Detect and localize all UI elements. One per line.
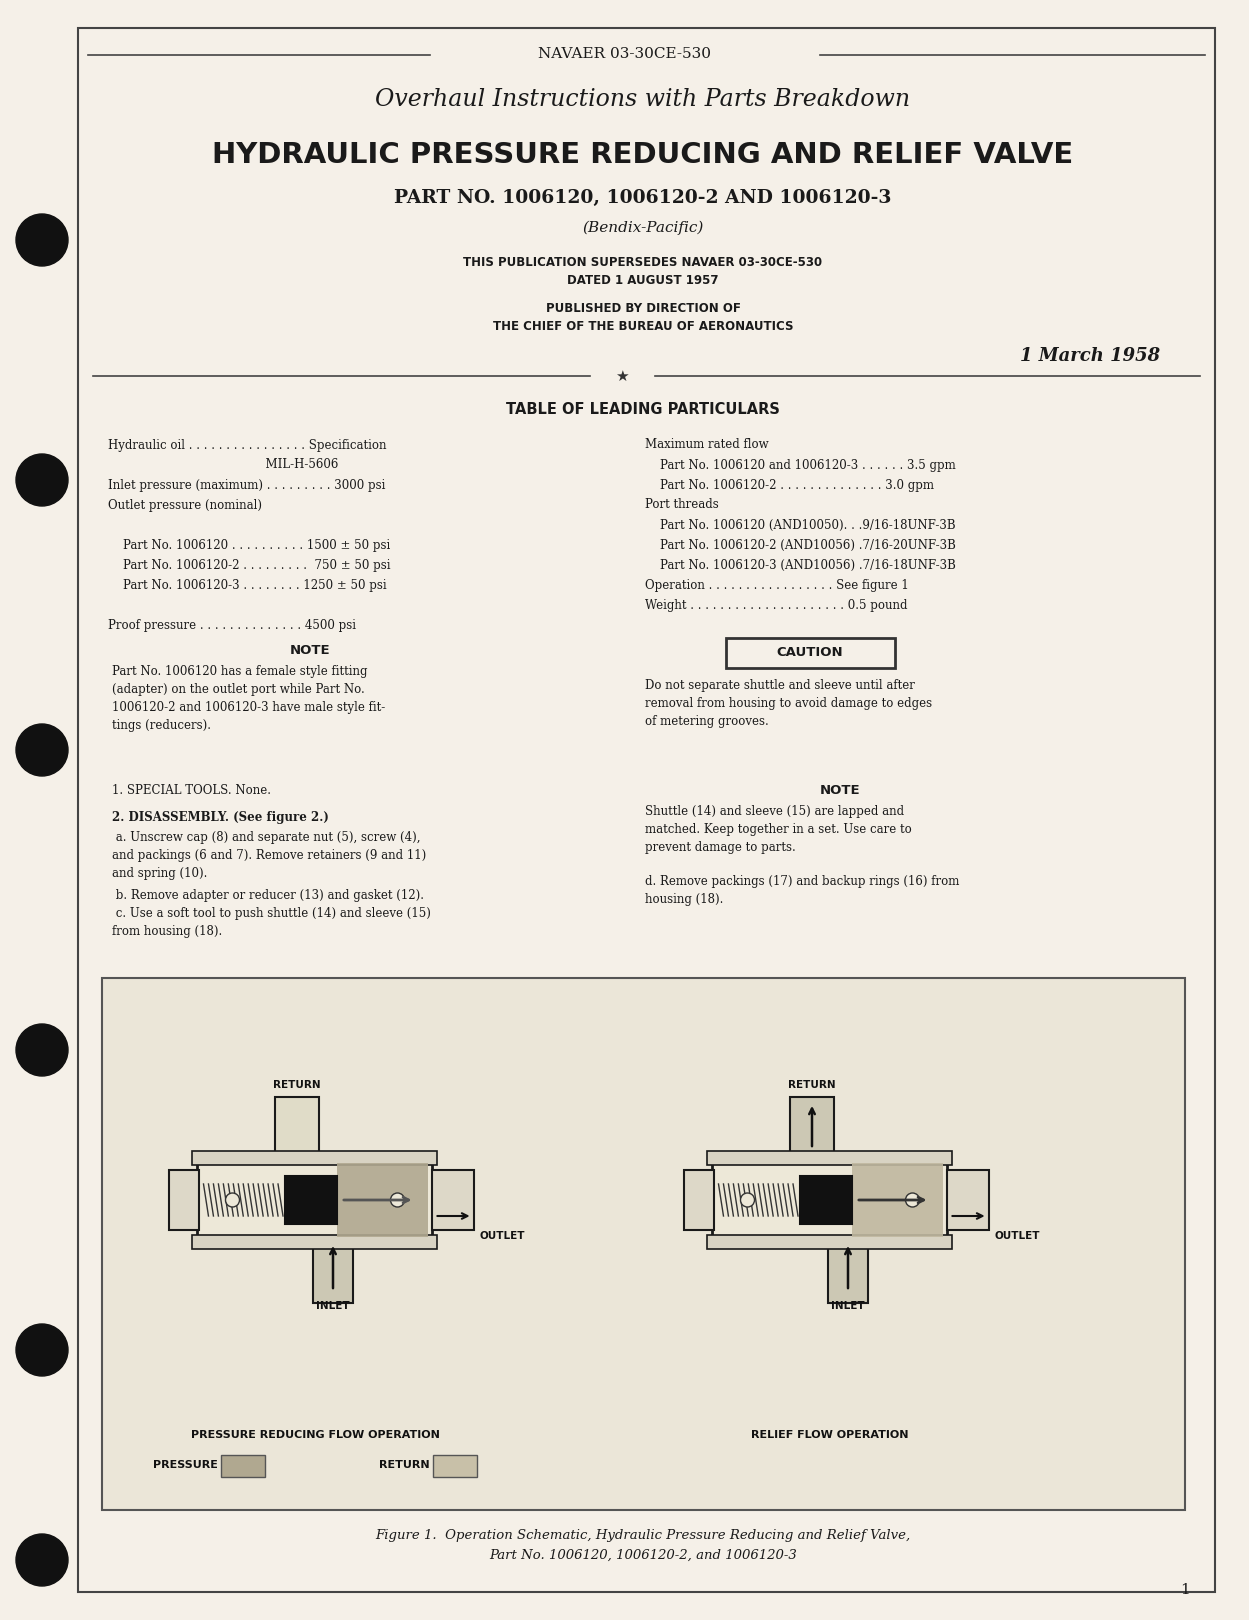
Text: Part No. 1006120 has a female style fitting: Part No. 1006120 has a female style fitt… (112, 666, 367, 679)
Text: TABLE OF LEADING PARTICULARS: TABLE OF LEADING PARTICULARS (506, 402, 779, 418)
FancyBboxPatch shape (102, 978, 1185, 1510)
Text: RETURN: RETURN (380, 1460, 430, 1469)
Text: Weight . . . . . . . . . . . . . . . . . . . . . 0.5 pound: Weight . . . . . . . . . . . . . . . . .… (644, 598, 908, 611)
Text: NOTE: NOTE (290, 643, 330, 656)
Circle shape (16, 724, 67, 776)
Circle shape (16, 214, 67, 266)
Text: Part No. 1006120 and 1006120-3 . . . . . . 3.5 gpm: Part No. 1006120 and 1006120-3 . . . . .… (644, 458, 955, 471)
Circle shape (16, 1534, 67, 1586)
Text: THE CHIEF OF THE BUREAU OF AERONAUTICS: THE CHIEF OF THE BUREAU OF AERONAUTICS (493, 319, 793, 332)
Text: 1006120-2 and 1006120-3 have male style fit-: 1006120-2 and 1006120-3 have male style … (112, 701, 385, 714)
Text: (Bendix-Pacific): (Bendix-Pacific) (582, 220, 703, 235)
Text: housing (18).: housing (18). (644, 894, 723, 907)
Text: HYDRAULIC PRESSURE REDUCING AND RELIEF VALVE: HYDRAULIC PRESSURE REDUCING AND RELIEF V… (212, 141, 1074, 168)
Text: RELIEF FLOW OPERATION: RELIEF FLOW OPERATION (751, 1430, 909, 1440)
FancyBboxPatch shape (337, 1163, 428, 1238)
Text: Part No. 1006120-2 . . . . . . . . .  750 ± 50 psi: Part No. 1006120-2 . . . . . . . . . 750… (107, 559, 391, 572)
FancyBboxPatch shape (828, 1238, 868, 1302)
Text: Outlet pressure (nominal): Outlet pressure (nominal) (107, 499, 262, 512)
Text: from housing (18).: from housing (18). (112, 925, 222, 938)
Text: Proof pressure . . . . . . . . . . . . . . 4500 psi: Proof pressure . . . . . . . . . . . . .… (107, 619, 356, 632)
Text: Part No. 1006120-3 (AND10056) .7/16-18UNF-3B: Part No. 1006120-3 (AND10056) .7/16-18UN… (644, 559, 955, 572)
Text: matched. Keep together in a set. Use care to: matched. Keep together in a set. Use car… (644, 823, 912, 836)
Circle shape (16, 454, 67, 505)
Text: PRESSURE REDUCING FLOW OPERATION: PRESSURE REDUCING FLOW OPERATION (191, 1430, 440, 1440)
FancyBboxPatch shape (170, 1170, 200, 1230)
Text: NAVAER 03-30CE-530: NAVAER 03-30CE-530 (538, 47, 712, 62)
Text: Part No. 1006120-2 . . . . . . . . . . . . . . 3.0 gpm: Part No. 1006120-2 . . . . . . . . . . .… (644, 478, 934, 491)
Text: a. Unscrew cap (8) and separate nut (5), screw (4),: a. Unscrew cap (8) and separate nut (5),… (112, 831, 421, 844)
FancyBboxPatch shape (801, 1176, 852, 1225)
Text: Part No. 1006120-2 (AND10056) .7/16-20UNF-3B: Part No. 1006120-2 (AND10056) .7/16-20UN… (644, 538, 955, 551)
Text: PART NO. 1006120, 1006120-2 AND 1006120-3: PART NO. 1006120, 1006120-2 AND 1006120-… (395, 190, 892, 207)
Text: Shuttle (14) and sleeve (15) are lapped and: Shuttle (14) and sleeve (15) are lapped … (644, 805, 904, 818)
Text: Do not separate shuttle and sleeve until after: Do not separate shuttle and sleeve until… (644, 679, 914, 692)
FancyBboxPatch shape (791, 1097, 834, 1158)
Text: RETURN: RETURN (788, 1081, 836, 1090)
Text: Hydraulic oil . . . . . . . . . . . . . . . . Specification: Hydraulic oil . . . . . . . . . . . . . … (107, 439, 386, 452)
FancyBboxPatch shape (948, 1170, 989, 1230)
FancyBboxPatch shape (707, 1150, 953, 1165)
FancyBboxPatch shape (192, 1234, 437, 1249)
Text: Overhaul Instructions with Parts Breakdown: Overhaul Instructions with Parts Breakdo… (376, 89, 911, 112)
FancyBboxPatch shape (852, 1163, 943, 1238)
Circle shape (226, 1192, 240, 1207)
FancyBboxPatch shape (433, 1455, 477, 1477)
Text: 2. DISASSEMBLY. (See figure 2.): 2. DISASSEMBLY. (See figure 2.) (112, 812, 328, 825)
Text: NOTE: NOTE (819, 784, 861, 797)
Text: 1: 1 (1180, 1583, 1190, 1597)
Circle shape (16, 1324, 67, 1375)
Text: PUBLISHED BY DIRECTION OF: PUBLISHED BY DIRECTION OF (546, 301, 741, 314)
Text: and packings (6 and 7). Remove retainers (9 and 11): and packings (6 and 7). Remove retainers… (112, 849, 426, 862)
Text: INLET: INLET (316, 1301, 350, 1311)
Text: INLET: INLET (831, 1301, 864, 1311)
Text: Part No. 1006120, 1006120-2, and 1006120-3: Part No. 1006120, 1006120-2, and 1006120… (490, 1549, 797, 1562)
Text: c. Use a soft tool to push shuttle (14) and sleeve (15): c. Use a soft tool to push shuttle (14) … (112, 907, 431, 920)
FancyBboxPatch shape (313, 1238, 353, 1302)
FancyBboxPatch shape (221, 1455, 265, 1477)
Text: Maximum rated flow: Maximum rated flow (644, 439, 768, 452)
Text: OUTLET: OUTLET (480, 1231, 525, 1241)
Text: prevent damage to parts.: prevent damage to parts. (644, 841, 796, 854)
Circle shape (741, 1192, 754, 1207)
Text: tings (reducers).: tings (reducers). (112, 719, 211, 732)
Circle shape (906, 1192, 919, 1207)
Text: removal from housing to avoid damage to edges: removal from housing to avoid damage to … (644, 698, 932, 711)
Text: RETURN: RETURN (274, 1081, 321, 1090)
Text: (adapter) on the outlet port while Part No.: (adapter) on the outlet port while Part … (112, 684, 365, 697)
Text: PRESSURE: PRESSURE (154, 1460, 219, 1469)
Text: 1. SPECIAL TOOLS. None.: 1. SPECIAL TOOLS. None. (112, 784, 271, 797)
Text: Inlet pressure (maximum) . . . . . . . . . 3000 psi: Inlet pressure (maximum) . . . . . . . .… (107, 478, 386, 491)
FancyBboxPatch shape (707, 1234, 953, 1249)
Text: 1 March 1958: 1 March 1958 (1020, 347, 1160, 364)
FancyBboxPatch shape (726, 638, 896, 667)
Text: b. Remove adapter or reducer (13) and gasket (12).: b. Remove adapter or reducer (13) and ga… (112, 889, 423, 902)
Circle shape (391, 1192, 405, 1207)
Text: OUTLET: OUTLET (994, 1231, 1040, 1241)
Circle shape (16, 1024, 67, 1076)
Text: DATED 1 AUGUST 1957: DATED 1 AUGUST 1957 (567, 274, 718, 287)
Text: ★: ★ (616, 368, 628, 384)
FancyBboxPatch shape (285, 1176, 337, 1225)
Text: Figure 1.  Operation Schematic, Hydraulic Pressure Reducing and Relief Valve,: Figure 1. Operation Schematic, Hydraulic… (376, 1529, 911, 1542)
FancyBboxPatch shape (432, 1170, 475, 1230)
FancyBboxPatch shape (77, 28, 1215, 1592)
FancyBboxPatch shape (712, 1158, 948, 1241)
Text: Part No. 1006120 (AND10050). . .9/16-18UNF-3B: Part No. 1006120 (AND10050). . .9/16-18U… (644, 518, 955, 531)
Text: Port threads: Port threads (644, 499, 718, 512)
Text: Operation . . . . . . . . . . . . . . . . . See figure 1: Operation . . . . . . . . . . . . . . . … (644, 578, 909, 591)
Text: MIL-H-5606: MIL-H-5606 (107, 458, 338, 471)
Text: Part No. 1006120-3 . . . . . . . . 1250 ± 50 psi: Part No. 1006120-3 . . . . . . . . 1250 … (107, 578, 387, 591)
FancyBboxPatch shape (197, 1158, 432, 1241)
FancyBboxPatch shape (192, 1150, 437, 1165)
Text: Part No. 1006120 . . . . . . . . . . 1500 ± 50 psi: Part No. 1006120 . . . . . . . . . . 150… (107, 538, 390, 551)
FancyBboxPatch shape (684, 1170, 714, 1230)
FancyBboxPatch shape (275, 1097, 318, 1158)
Text: d. Remove packings (17) and backup rings (16) from: d. Remove packings (17) and backup rings… (644, 875, 959, 888)
Text: of metering grooves.: of metering grooves. (644, 716, 768, 729)
Text: THIS PUBLICATION SUPERSEDES NAVAER 03-30CE-530: THIS PUBLICATION SUPERSEDES NAVAER 03-30… (463, 256, 823, 269)
Text: and spring (10).: and spring (10). (112, 867, 207, 881)
Text: CAUTION: CAUTION (777, 646, 843, 659)
